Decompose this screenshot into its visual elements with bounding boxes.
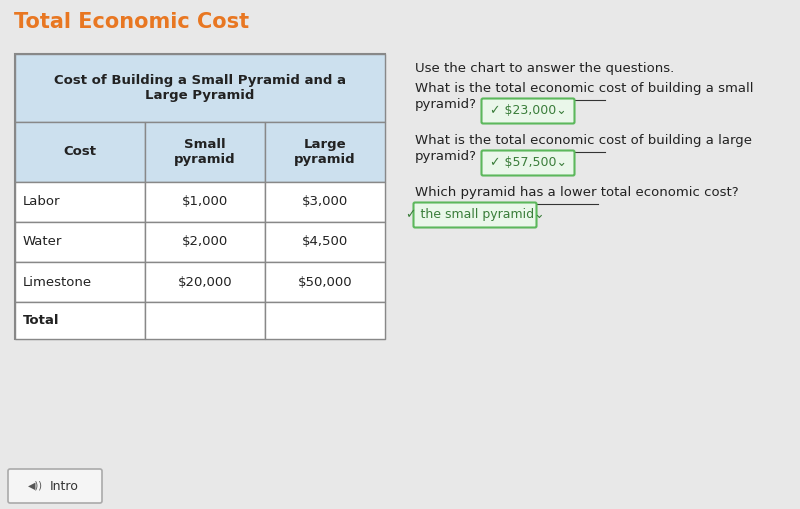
Bar	[15, 54, 385, 122]
Bar	[15, 222, 145, 262]
Bar	[265, 122, 385, 182]
Bar	[265, 302, 385, 339]
Text: Intro: Intro	[50, 479, 79, 493]
Bar	[145, 222, 265, 262]
Bar	[145, 302, 265, 339]
Text: ✓ $23,000⌄: ✓ $23,000⌄	[490, 104, 566, 118]
FancyBboxPatch shape	[414, 203, 537, 228]
Text: $1,000: $1,000	[182, 195, 228, 209]
Bar	[15, 54, 385, 339]
Bar	[15, 262, 145, 302]
Text: pyramid?: pyramid?	[415, 98, 477, 111]
Text: Use the chart to answer the questions.: Use the chart to answer the questions.	[415, 62, 674, 75]
Text: Cost of Building a Small Pyramid and a
Large Pyramid: Cost of Building a Small Pyramid and a L…	[54, 74, 346, 102]
Text: ◀)): ◀))	[28, 481, 43, 491]
Bar	[145, 182, 265, 222]
Bar	[265, 182, 385, 222]
Text: ✓ the small pyramid⌄: ✓ the small pyramid⌄	[406, 209, 544, 221]
Bar	[265, 222, 385, 262]
Text: What is the total economic cost of building a small: What is the total economic cost of build…	[415, 82, 754, 95]
Bar	[145, 122, 265, 182]
Text: Total: Total	[23, 314, 59, 327]
Text: Small
pyramid: Small pyramid	[174, 138, 236, 166]
Text: Cost: Cost	[63, 146, 97, 158]
Text: Large
pyramid: Large pyramid	[294, 138, 356, 166]
Text: Which pyramid has a lower total economic cost?: Which pyramid has a lower total economic…	[415, 186, 738, 199]
Text: $4,500: $4,500	[302, 236, 348, 248]
Text: Water: Water	[23, 236, 62, 248]
FancyBboxPatch shape	[8, 469, 102, 503]
Text: $20,000: $20,000	[178, 275, 232, 289]
Text: $2,000: $2,000	[182, 236, 228, 248]
FancyBboxPatch shape	[482, 151, 574, 176]
Text: Limestone: Limestone	[23, 275, 92, 289]
Bar	[15, 182, 145, 222]
Bar	[15, 122, 145, 182]
Bar	[265, 262, 385, 302]
Text: Total Economic Cost: Total Economic Cost	[14, 12, 249, 32]
Bar	[145, 262, 265, 302]
Text: What is the total economic cost of building a large: What is the total economic cost of build…	[415, 134, 752, 147]
Text: Labor: Labor	[23, 195, 61, 209]
Text: $3,000: $3,000	[302, 195, 348, 209]
Text: pyramid?: pyramid?	[415, 150, 477, 163]
Text: $50,000: $50,000	[298, 275, 352, 289]
FancyBboxPatch shape	[482, 99, 574, 124]
Bar	[15, 302, 145, 339]
Text: ✓ $57,500⌄: ✓ $57,500⌄	[490, 156, 566, 169]
